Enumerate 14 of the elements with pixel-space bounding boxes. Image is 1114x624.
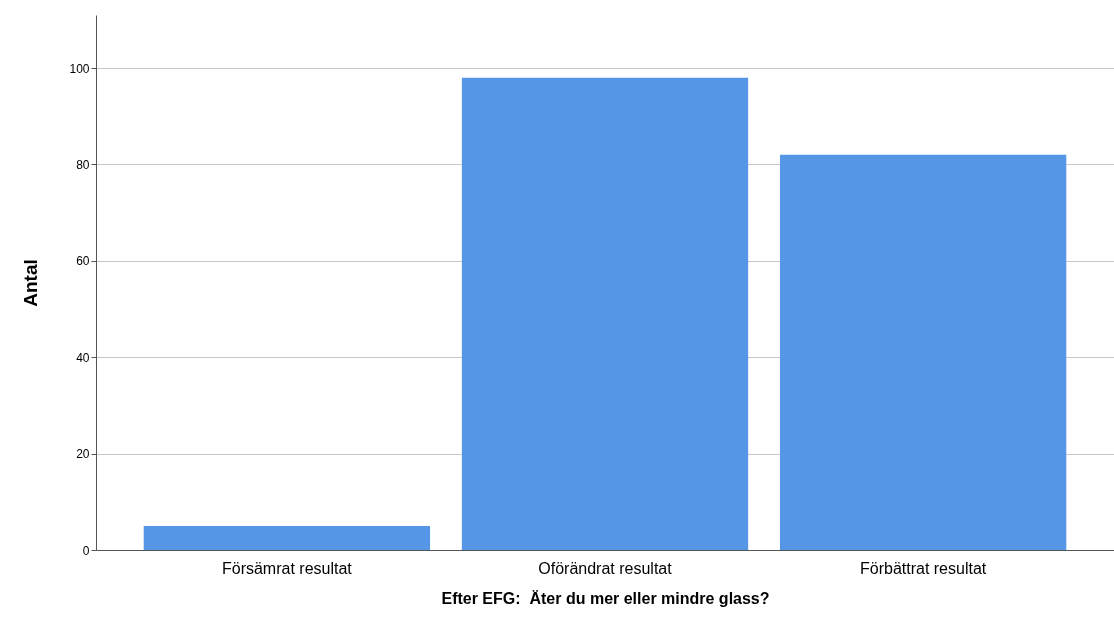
y-tick-label: 80 (76, 157, 90, 172)
y-tick-label: 20 (76, 447, 90, 462)
x-axis-title: Efter EFG: Äter du mer eller mindre glass? (441, 589, 770, 607)
y-tick-label: 100 (69, 61, 90, 76)
y-tick-label: 40 (76, 350, 90, 365)
bar (143, 525, 431, 550)
x-tick-label: Förbättrat resultat (859, 559, 987, 577)
bar (779, 154, 1067, 550)
y-axis-title: Antal (20, 259, 42, 307)
bar (461, 77, 749, 550)
y-tick-label: 60 (76, 254, 90, 269)
x-tick-label: Försämrat resultat (221, 559, 353, 577)
y-tick-label: 0 (82, 543, 90, 558)
x-tick-label: Oförändrat resultat (538, 559, 673, 577)
